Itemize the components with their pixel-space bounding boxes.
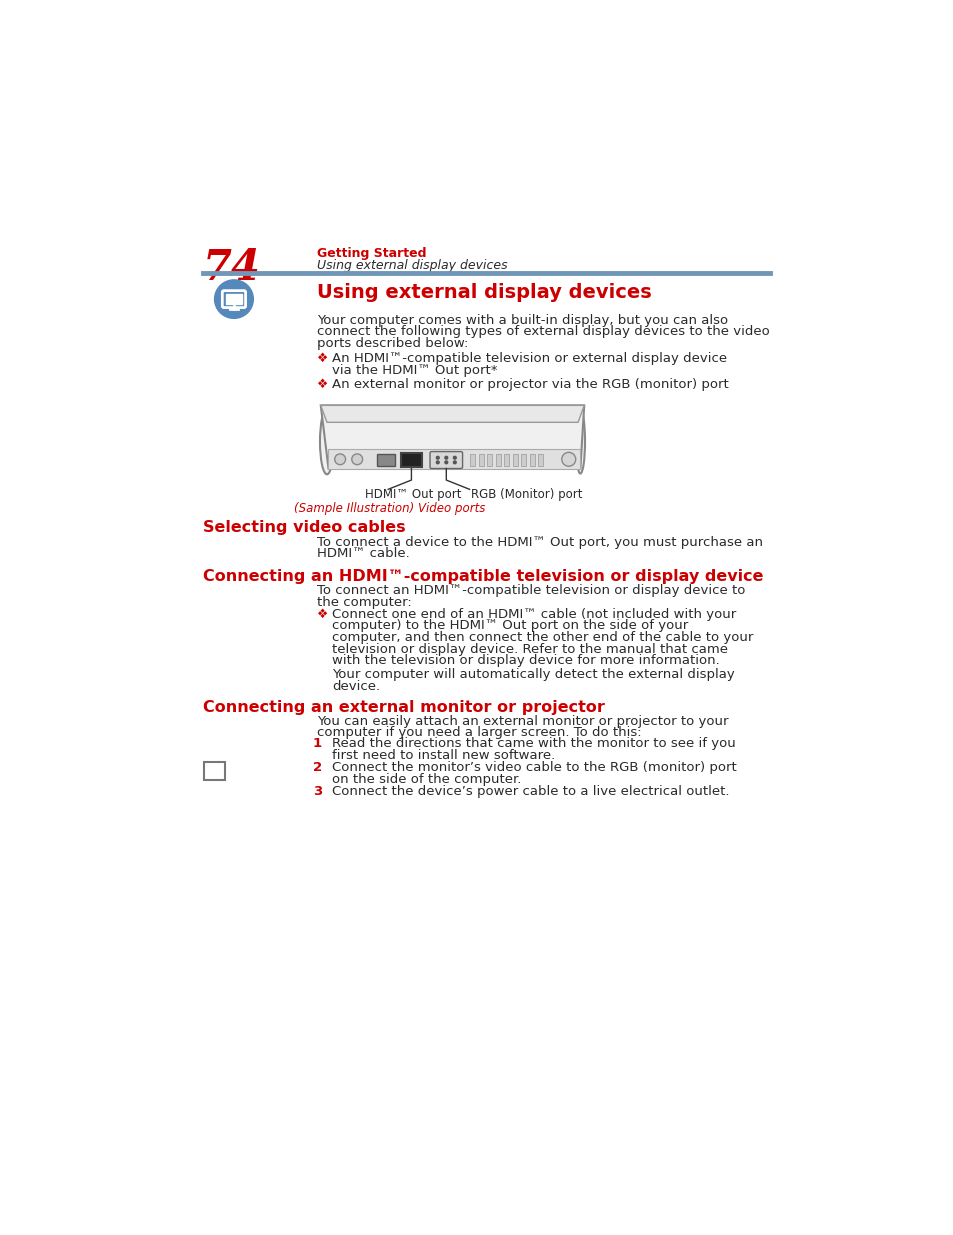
- Text: the computer:: the computer:: [316, 595, 411, 609]
- Text: computer, and then connect the other end of the cable to your: computer, and then connect the other end…: [332, 631, 753, 643]
- Text: computer if you need a larger screen. To do this:: computer if you need a larger screen. To…: [316, 726, 640, 740]
- Text: You can easily attach an external monitor or projector to your: You can easily attach an external monito…: [316, 715, 727, 727]
- Polygon shape: [328, 450, 579, 468]
- Text: To connect an HDMI™-compatible television or display device to: To connect an HDMI™-compatible televisio…: [316, 584, 744, 597]
- Text: with the television or display device for more information.: with the television or display device fo…: [332, 655, 720, 667]
- Ellipse shape: [319, 409, 334, 474]
- Text: Connect the monitor’s video cable to the RGB (monitor) port: Connect the monitor’s video cable to the…: [332, 761, 737, 774]
- Text: Connect one end of an HDMI™ cable (not included with your: Connect one end of an HDMI™ cable (not i…: [332, 608, 736, 621]
- FancyBboxPatch shape: [401, 453, 422, 467]
- Circle shape: [436, 457, 438, 459]
- Text: first need to install new software.: first need to install new software.: [332, 748, 555, 762]
- Text: device.: device.: [332, 679, 380, 693]
- FancyBboxPatch shape: [520, 453, 526, 467]
- Ellipse shape: [575, 410, 584, 473]
- Text: HDMI™ cable.: HDMI™ cable.: [316, 547, 409, 559]
- Text: Connecting an external monitor or projector: Connecting an external monitor or projec…: [203, 699, 604, 715]
- Text: To connect a device to the HDMI™ Out port, you must purchase an: To connect a device to the HDMI™ Out por…: [316, 536, 762, 548]
- Text: ❖: ❖: [316, 378, 328, 390]
- Text: (Sample Illustration) Video ports: (Sample Illustration) Video ports: [294, 501, 484, 515]
- Text: RGB (Monitor) port: RGB (Monitor) port: [471, 488, 582, 500]
- Text: 1: 1: [313, 737, 322, 750]
- FancyBboxPatch shape: [487, 453, 492, 467]
- Polygon shape: [320, 405, 583, 468]
- Circle shape: [444, 457, 447, 459]
- Circle shape: [453, 457, 456, 459]
- Polygon shape: [320, 405, 583, 422]
- FancyBboxPatch shape: [504, 453, 509, 467]
- Text: ❖: ❖: [316, 608, 328, 621]
- FancyBboxPatch shape: [478, 453, 483, 467]
- Circle shape: [561, 452, 575, 466]
- Text: Read the directions that came with the monitor to see if you: Read the directions that came with the m…: [332, 737, 736, 750]
- Text: via the HDMI™ Out port*: via the HDMI™ Out port*: [332, 364, 497, 377]
- Text: Your computer will automatically detect the external display: Your computer will automatically detect …: [332, 668, 735, 680]
- Circle shape: [335, 454, 345, 464]
- FancyBboxPatch shape: [204, 762, 225, 781]
- FancyBboxPatch shape: [529, 453, 535, 467]
- Text: television or display device. Refer to the manual that came: television or display device. Refer to t…: [332, 642, 727, 656]
- Text: An HDMI™-compatible television or external display device: An HDMI™-compatible television or extern…: [332, 352, 727, 366]
- FancyBboxPatch shape: [496, 453, 500, 467]
- FancyBboxPatch shape: [470, 453, 475, 467]
- Text: ❖: ❖: [316, 352, 328, 366]
- Text: Connect the device’s power cable to a live electrical outlet.: Connect the device’s power cable to a li…: [332, 785, 729, 798]
- Ellipse shape: [214, 280, 253, 319]
- Circle shape: [436, 461, 438, 464]
- Circle shape: [453, 461, 456, 464]
- FancyBboxPatch shape: [222, 290, 245, 308]
- Circle shape: [352, 454, 362, 464]
- Text: Using external display devices: Using external display devices: [316, 259, 507, 272]
- Text: Connecting an HDMI™-compatible television or display device: Connecting an HDMI™-compatible televisio…: [203, 568, 762, 584]
- FancyBboxPatch shape: [512, 453, 517, 467]
- Text: connect the following types of external display devices to the video: connect the following types of external …: [316, 325, 769, 338]
- Circle shape: [444, 461, 447, 464]
- FancyBboxPatch shape: [430, 452, 462, 468]
- Text: 74: 74: [203, 247, 261, 289]
- FancyBboxPatch shape: [376, 454, 395, 466]
- FancyBboxPatch shape: [537, 453, 543, 467]
- Text: computer) to the HDMI™ Out port on the side of your: computer) to the HDMI™ Out port on the s…: [332, 620, 688, 632]
- Text: on the side of the computer.: on the side of the computer.: [332, 773, 521, 785]
- Text: Getting Started: Getting Started: [316, 247, 426, 259]
- Text: Selecting video cables: Selecting video cables: [203, 520, 405, 535]
- Text: 3: 3: [313, 785, 322, 798]
- Text: An external monitor or projector via the RGB (monitor) port: An external monitor or projector via the…: [332, 378, 728, 390]
- FancyBboxPatch shape: [226, 294, 241, 304]
- Text: ports described below:: ports described below:: [316, 337, 468, 350]
- Text: 2: 2: [313, 761, 322, 774]
- Text: Using external display devices: Using external display devices: [316, 283, 651, 301]
- Text: Your computer comes with a built-in display, but you can also: Your computer comes with a built-in disp…: [316, 314, 727, 327]
- Text: HDMI™ Out port: HDMI™ Out port: [365, 488, 461, 500]
